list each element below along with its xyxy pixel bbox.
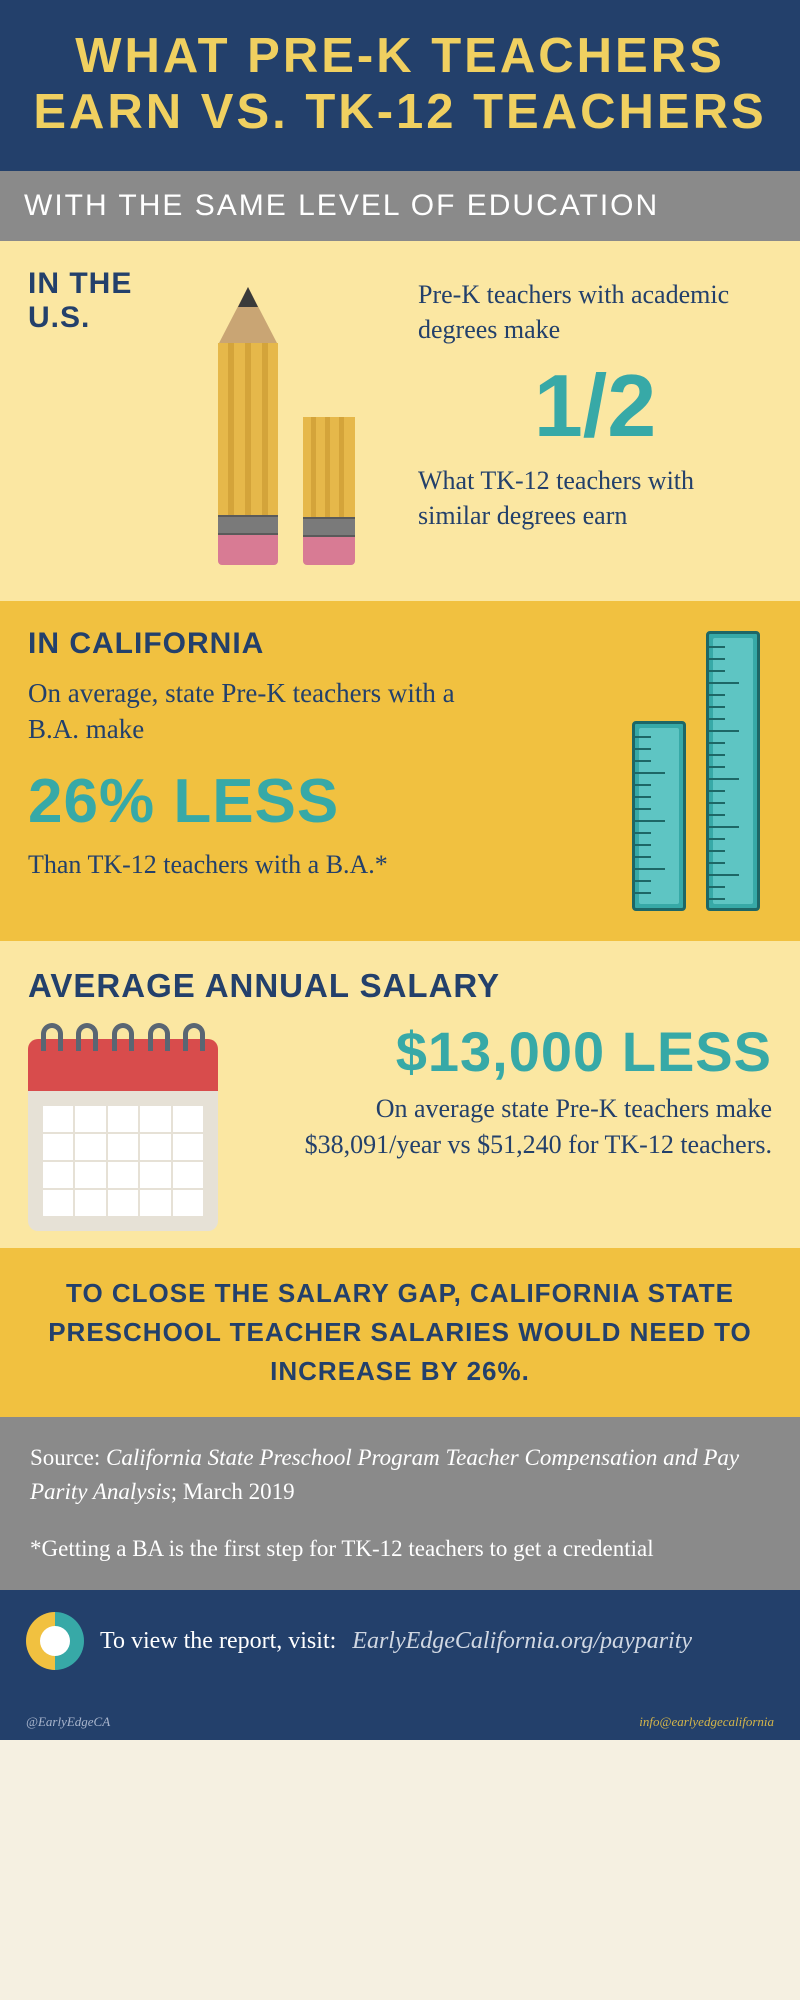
source-line-1: Source: California State Preschool Progr… — [30, 1441, 770, 1510]
page-title: WHAT PRE-K TEACHERS EARN VS. TK-12 TEACH… — [20, 28, 780, 141]
stat-26-less: 26% LESS — [28, 766, 489, 837]
pencil-small-icon — [303, 417, 355, 567]
stat-half: 1/2 — [418, 355, 772, 457]
section-us: IN THE U.S. Pre-K teachers with academic — [0, 241, 800, 601]
contact-email[interactable]: info@earlyedgecalifornia — [639, 1714, 774, 1730]
ruler-small-icon — [632, 721, 686, 911]
calendar-icon — [28, 1023, 218, 1218]
source-block: Source: California State Preschool Progr… — [0, 1417, 800, 1591]
ca-text-2: Than TK-12 teachers with a B.A.* — [28, 847, 489, 882]
title-header: WHAT PRE-K TEACHERS EARN VS. TK-12 TEACH… — [0, 0, 800, 171]
ca-text-1: On average, state Pre-K teachers with a … — [28, 675, 489, 748]
heading-ca: IN CALIFORNIA — [28, 627, 489, 661]
footer-prompt: To view the report, visit: — [100, 1628, 336, 1655]
section-salary: AVERAGE ANNUAL SALARY $13,000 LESS On av… — [0, 941, 800, 1248]
ruler-large-icon — [706, 631, 760, 911]
source-line-2: *Getting a BA is the first step for TK-1… — [30, 1532, 770, 1567]
section-california: IN CALIFORNIA On average, state Pre-K te… — [0, 601, 800, 941]
pencil-large-icon — [218, 287, 278, 567]
subtitle-text: WITH THE SAME LEVEL OF EDUCATION — [24, 189, 776, 223]
logo-icon — [26, 1612, 84, 1670]
rulers-illustration — [632, 631, 760, 911]
footer: To view the report, visit: EarlyEdgeCali… — [0, 1590, 800, 1740]
footer-link[interactable]: EarlyEdgeCalifornia.org/payparity — [352, 1628, 692, 1655]
heading-us: IN THE U.S. — [28, 267, 178, 335]
us-text-2: What TK-12 teachers with similar degrees… — [418, 463, 772, 533]
subtitle-band: WITH THE SAME LEVEL OF EDUCATION — [0, 171, 800, 241]
us-text-1: Pre-K teachers with academic degrees mak… — [418, 277, 772, 347]
callout-text: TO CLOSE THE SALARY GAP, CALIFORNIA STAT… — [32, 1274, 768, 1391]
pencils-illustration — [198, 267, 398, 567]
salary-body: On average state Pre-K teachers make $38… — [246, 1091, 772, 1161]
twitter-handle[interactable]: @EarlyEdgeCA — [26, 1714, 110, 1730]
stat-13000-less: $13,000 LESS — [246, 1023, 772, 1082]
callout-band: TO CLOSE THE SALARY GAP, CALIFORNIA STAT… — [0, 1248, 800, 1417]
heading-salary: AVERAGE ANNUAL SALARY — [28, 967, 772, 1005]
